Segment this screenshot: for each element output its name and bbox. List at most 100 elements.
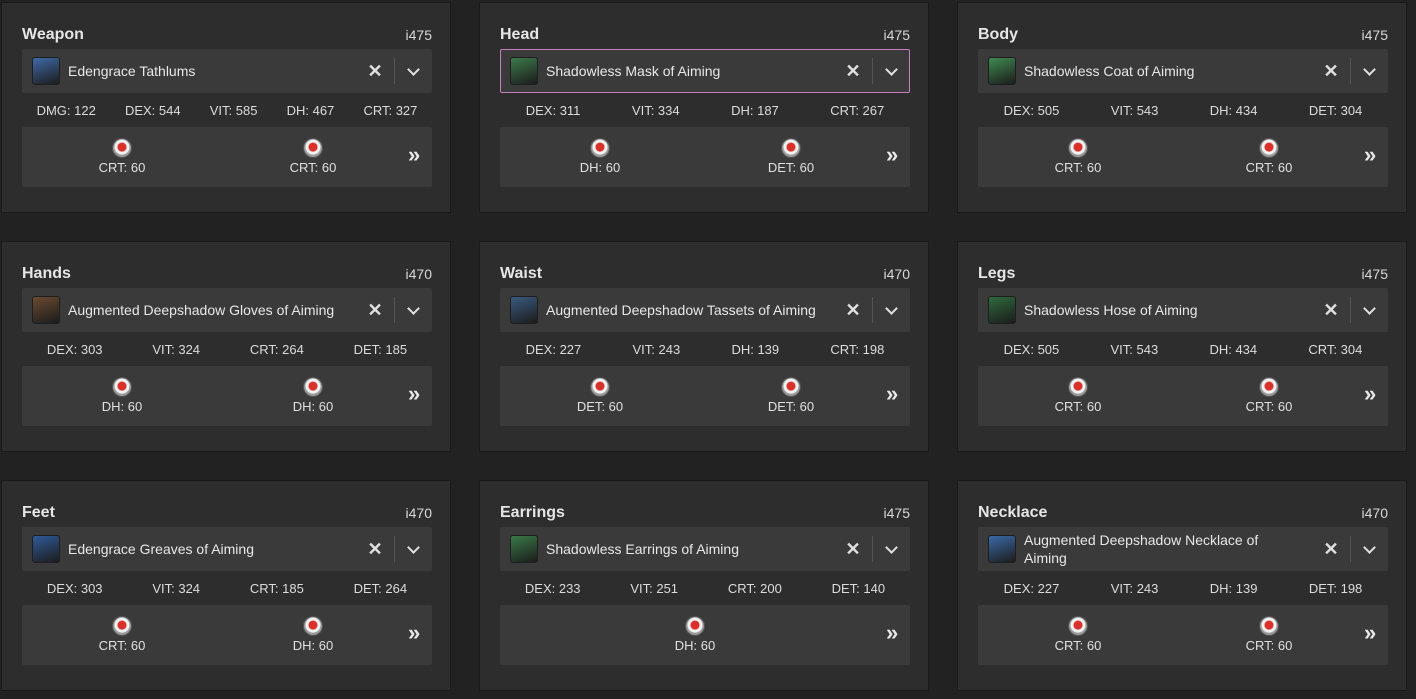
materia-icon [304,378,322,396]
dropdown-button[interactable] [395,301,431,315]
materia-label: CRT: 60 [1054,399,1102,414]
item-name: Shadowless Mask of Aiming [546,63,721,79]
materia-row[interactable]: CRT: 60 CRT: 60 » [22,127,432,187]
materia-row[interactable]: DH: 60 » [500,605,910,665]
select-separator [872,536,873,562]
materia-row[interactable]: DH: 60 DH: 60 » [22,366,432,426]
dropdown-button[interactable] [395,62,431,76]
coat-icon [988,57,1016,85]
clear-item-button[interactable]: ✕ [845,60,861,81]
materia-slot[interactable]: DET: 60 [746,378,836,414]
stat-value: DEX: 505 [1003,103,1060,118]
materia-icon [1260,139,1278,157]
clear-item-button[interactable]: ✕ [367,299,383,320]
item-level: i475 [1361,266,1388,282]
gloves-icon [32,296,60,324]
gear-slot-waist: Waist i470 Augmented Deepshadow Tassets … [479,241,929,452]
materia-slot[interactable]: CRT: 60 [1224,139,1314,175]
stat-value: VIT: 243 [1110,581,1159,596]
materia-slot[interactable]: CRT: 60 [1033,378,1123,414]
materia-slot[interactable]: CRT: 60 [1033,139,1123,175]
materia-slot[interactable]: CRT: 60 [268,139,358,175]
item-stats: DEX: 311 VIT: 334 DH: 187 CRT: 267 [500,103,910,121]
item-name: Shadowless Hose of Aiming [1024,302,1198,318]
materia-row[interactable]: CRT: 60 CRT: 60 » [978,366,1388,426]
materia-slot[interactable]: DH: 60 [650,617,740,653]
dropdown-button[interactable] [1351,301,1387,315]
gear-slot-head: Head i475 Shadowless Mask of Aiming ✕ DE… [479,2,929,213]
expand-materia-button[interactable]: » [1364,620,1377,645]
item-name: Augmented Deepshadow Tassets of Aiming [546,302,816,318]
stat-value: DH: 139 [1209,581,1258,596]
clear-item-button[interactable]: ✕ [845,538,861,559]
materia-slot[interactable]: CRT: 60 [1224,617,1314,653]
item-select[interactable]: Edengrace Tathlums ✕ [22,49,432,93]
expand-materia-button[interactable]: » [1364,381,1377,406]
expand-materia-button[interactable]: » [408,142,421,167]
materia-slot[interactable]: DH: 60 [555,139,645,175]
materia-slot[interactable]: DH: 60 [268,617,358,653]
materia-row[interactable]: DH: 60 CRT: 60 » [22,605,432,665]
stat-value: CRT: 200 [727,581,782,596]
item-select[interactable]: Edengrace Greaves of Aiming ✕ [22,527,432,571]
expand-materia-button[interactable]: » [886,142,899,167]
materia-label: CRT: 60 [1245,638,1293,653]
item-select[interactable]: Augmented Deepshadow Necklace of Aiming … [978,527,1388,571]
item-select[interactable]: Shadowless Hose of Aiming ✕ [978,288,1388,332]
materia-row[interactable]: DET: 60 DH: 60 » [500,127,910,187]
materia-slot[interactable]: DH: 60 [268,378,358,414]
materia-label: CRT: 60 [98,160,146,175]
item-stats: DEX: 233 VIT: 251 CRT: 200 DET: 140 [500,581,910,599]
stat-value: VIT: 334 [631,103,680,118]
dropdown-button[interactable] [873,301,909,315]
materia-slot[interactable]: DET: 60 [746,139,836,175]
dropdown-button[interactable] [873,62,909,76]
stat-value: VIT: 251 [630,581,679,596]
dropdown-button[interactable] [1351,62,1387,76]
item-select[interactable]: Shadowless Earrings of Aiming ✕ [500,527,910,571]
item-stats: DEX: 303 VIT: 324 CRT: 185 DET: 264 [22,581,432,599]
materia-slot[interactable]: DET: 60 [555,378,645,414]
materia-row[interactable]: CRT: 60 CRT: 60 » [978,605,1388,665]
expand-materia-button[interactable]: » [886,381,899,406]
stat-value: DMG: 122 [36,103,96,118]
materia-slot[interactable]: CRT: 60 [77,617,167,653]
stat-value: DH: 434 [1209,342,1258,357]
materia-row[interactable]: DET: 60 DET: 60 » [500,366,910,426]
materia-icon [591,378,609,396]
item-level: i470 [405,505,432,521]
dropdown-button[interactable] [1351,540,1387,554]
item-select[interactable]: Augmented Deepshadow Gloves of Aiming ✕ [22,288,432,332]
dropdown-button[interactable] [395,540,431,554]
materia-slot[interactable]: CRT: 60 [1033,617,1123,653]
materia-slot[interactable]: CRT: 60 [1224,378,1314,414]
expand-materia-button[interactable]: » [1364,142,1377,167]
materia-label: DET: 60 [767,160,815,175]
card-header: Necklace i470 [978,502,1388,524]
stat-value: DET: 198 [1308,581,1363,596]
clear-item-button[interactable]: ✕ [367,538,383,559]
expand-materia-button[interactable]: » [408,381,421,406]
item-select[interactable]: Shadowless Mask of Aiming ✕ [500,49,910,93]
clear-item-button[interactable]: ✕ [367,60,383,81]
expand-materia-button[interactable]: » [886,620,899,645]
select-separator [1350,58,1351,84]
stat-value: DET: 304 [1308,103,1363,118]
materia-slot[interactable]: CRT: 60 [77,139,167,175]
materia-row[interactable]: CRT: 60 CRT: 60 » [978,127,1388,187]
select-separator [872,297,873,323]
item-select[interactable]: Augmented Deepshadow Tassets of Aiming ✕ [500,288,910,332]
clear-item-button[interactable]: ✕ [845,299,861,320]
clear-item-button[interactable]: ✕ [1323,538,1339,559]
materia-slot[interactable]: DH: 60 [77,378,167,414]
stat-value: DET: 264 [353,581,408,596]
expand-materia-button[interactable]: » [408,620,421,645]
materia-icon [113,617,131,635]
item-select[interactable]: Shadowless Coat of Aiming ✕ [978,49,1388,93]
gear-slot-body: Body i475 Shadowless Coat of Aiming ✕ DE… [957,2,1407,213]
dropdown-button[interactable] [873,540,909,554]
stat-value: VIT: 243 [632,342,681,357]
materia-label: DH: 60 [579,160,621,175]
clear-item-button[interactable]: ✕ [1323,299,1339,320]
clear-item-button[interactable]: ✕ [1323,60,1339,81]
